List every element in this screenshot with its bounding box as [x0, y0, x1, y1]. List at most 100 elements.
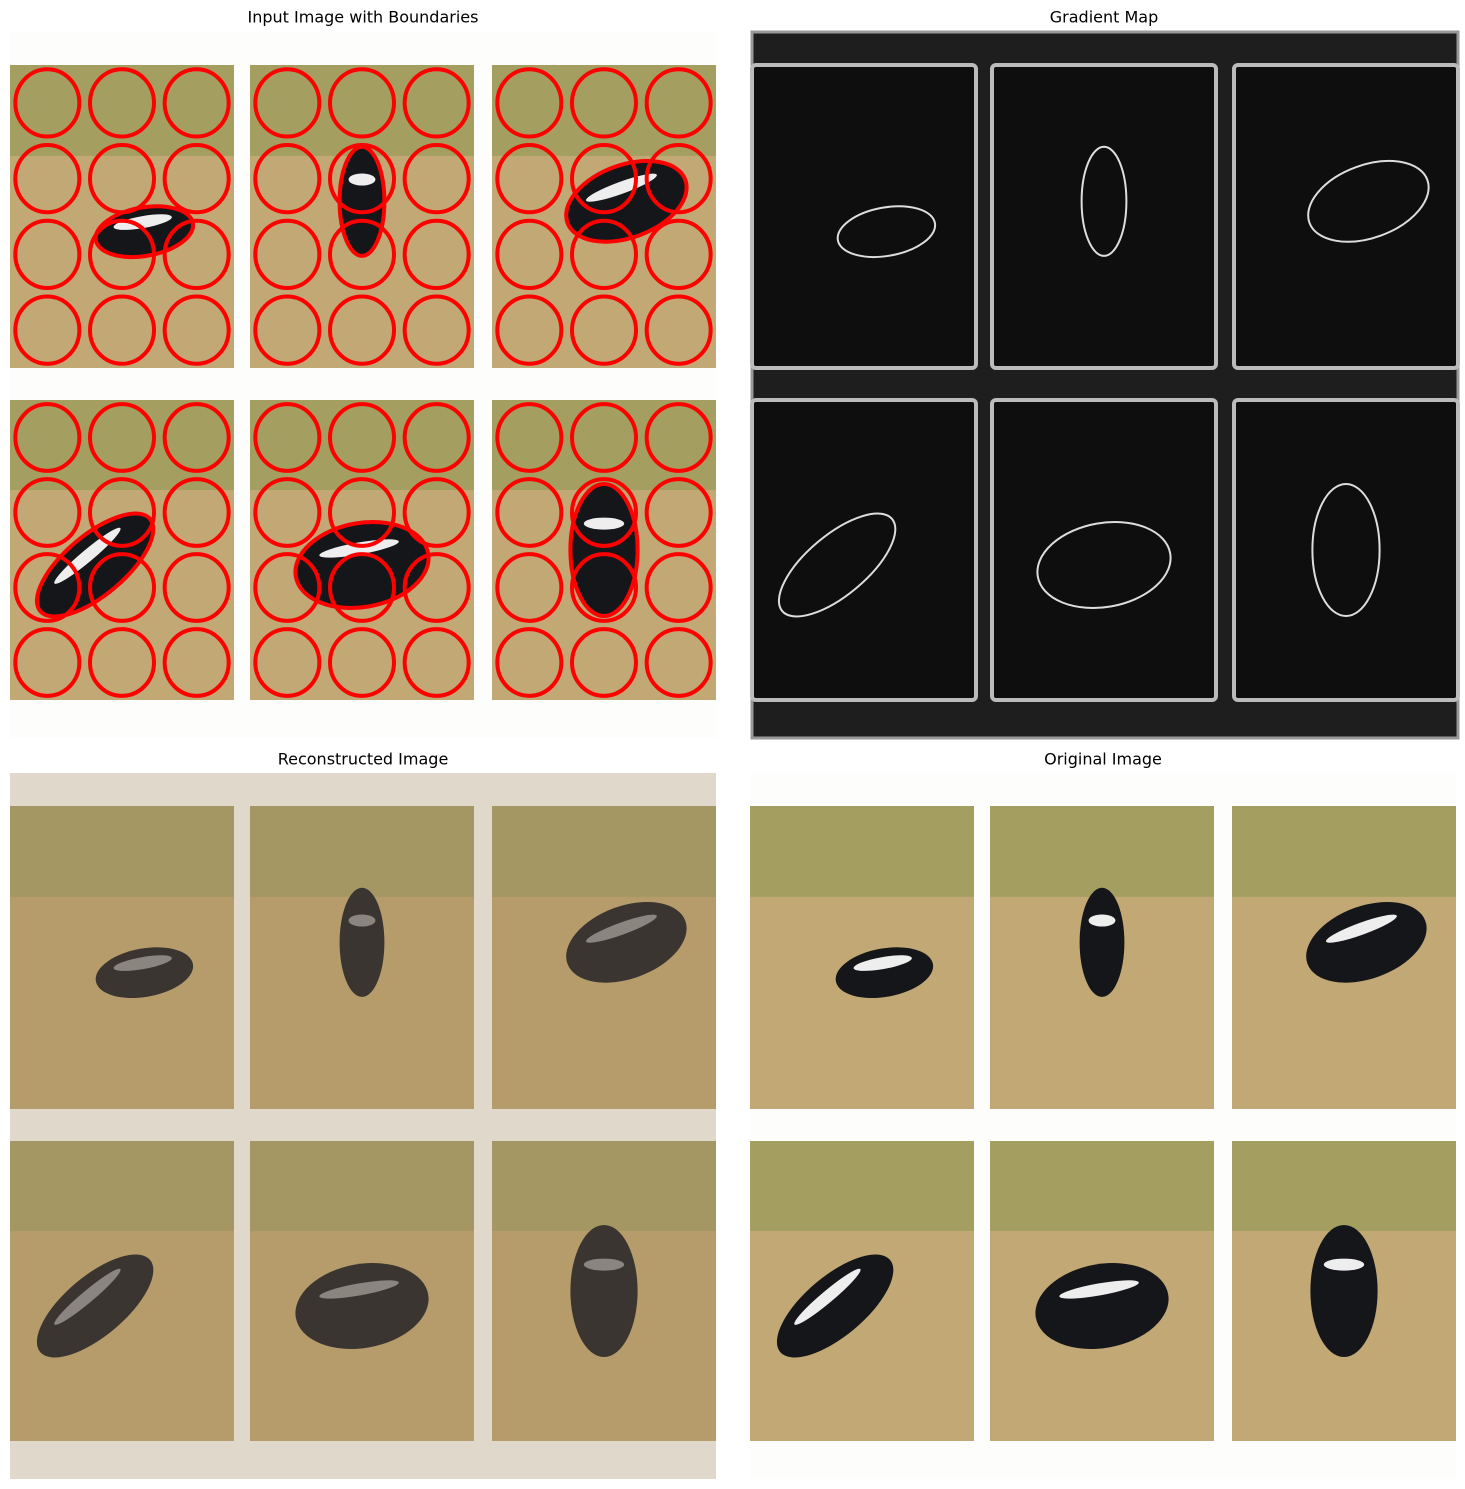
skunk-stripe	[319, 1280, 399, 1299]
image-tile	[250, 1141, 474, 1441]
skunk	[339, 146, 385, 256]
edge-blob	[836, 205, 937, 259]
skunk-stripe	[1088, 914, 1116, 927]
boundary	[570, 67, 638, 139]
boundary	[328, 218, 396, 291]
edge-blob	[1307, 160, 1430, 243]
grass	[750, 806, 974, 897]
skunk-stripe	[348, 914, 376, 927]
boundary	[162, 218, 231, 291]
skunk	[36, 1254, 154, 1358]
boundary	[13, 218, 82, 291]
edge-blob	[1080, 145, 1128, 257]
grass	[492, 806, 716, 897]
skunk-stripe	[794, 1268, 861, 1325]
boundary	[402, 142, 471, 215]
boundary	[13, 477, 82, 548]
boundary	[13, 552, 82, 623]
panel-title: Gradient Map	[1050, 8, 1159, 27]
boundary	[570, 477, 638, 548]
boundary	[570, 627, 638, 698]
boundary	[162, 142, 231, 215]
boundary	[402, 402, 471, 473]
boundary	[253, 218, 322, 291]
tile	[1232, 398, 1460, 702]
boundary	[162, 627, 231, 698]
skunk	[1079, 887, 1125, 997]
boundary	[34, 511, 156, 619]
skunk-stripe	[348, 173, 376, 186]
image-panel	[750, 773, 1456, 1479]
image-tile	[750, 1141, 974, 1441]
boundary	[495, 402, 564, 473]
skunk	[339, 887, 385, 997]
image-tile	[990, 63, 1218, 370]
boundary	[162, 552, 231, 623]
boundary	[88, 67, 156, 139]
boundary	[162, 477, 231, 548]
skunk	[570, 1225, 638, 1357]
grass	[990, 806, 1214, 897]
boundary	[253, 477, 322, 548]
boundary	[162, 294, 231, 366]
boundary	[570, 218, 638, 291]
boundary	[570, 402, 638, 473]
boundary	[495, 627, 564, 698]
boundary	[162, 402, 231, 473]
boundary	[328, 67, 396, 139]
grass	[10, 1141, 234, 1231]
boundary	[644, 218, 713, 291]
skunk-stripe	[1323, 1258, 1365, 1271]
grass	[250, 1141, 474, 1231]
image-tile	[10, 65, 234, 368]
boundary	[88, 294, 156, 366]
grass	[10, 806, 234, 897]
boundary	[570, 142, 638, 215]
boundary	[568, 482, 640, 618]
boundary	[402, 218, 471, 291]
tile	[990, 63, 1218, 370]
skunk	[570, 484, 638, 616]
boundary	[253, 67, 322, 139]
skunk-stripe	[113, 955, 172, 971]
tile	[750, 63, 978, 370]
boundary	[328, 477, 396, 548]
grass	[492, 1141, 716, 1231]
tile	[990, 398, 1218, 702]
boundary	[253, 552, 322, 623]
image-tile	[492, 806, 716, 1109]
boundary	[253, 402, 322, 473]
boundary	[495, 67, 564, 139]
image-tile	[10, 400, 234, 700]
skunk-stripe	[586, 173, 657, 202]
skunk-stripe	[583, 517, 625, 530]
boundary	[13, 627, 82, 698]
image-panel	[10, 773, 716, 1479]
skunk	[36, 513, 154, 617]
boundary	[13, 402, 82, 473]
boundary	[162, 67, 231, 139]
skunk	[1310, 1225, 1378, 1357]
grass	[750, 1141, 974, 1231]
boundary	[88, 402, 156, 473]
boundary	[328, 552, 396, 623]
boundary	[88, 552, 156, 623]
boundary	[253, 294, 322, 366]
boundary	[13, 142, 82, 215]
boundary	[570, 552, 638, 623]
boundary	[13, 294, 82, 366]
skunk-stripe	[1326, 914, 1397, 943]
boundary	[402, 67, 471, 139]
image-tile	[990, 806, 1214, 1109]
boundary	[402, 294, 471, 366]
skunk-stripe	[853, 955, 912, 971]
image-tile	[492, 400, 716, 700]
boundary	[402, 627, 471, 698]
grass	[250, 65, 474, 156]
skunk	[1306, 902, 1427, 983]
boundary	[644, 627, 713, 698]
image-tile	[1232, 63, 1460, 370]
boundary	[253, 627, 322, 698]
image-tile	[750, 398, 978, 702]
